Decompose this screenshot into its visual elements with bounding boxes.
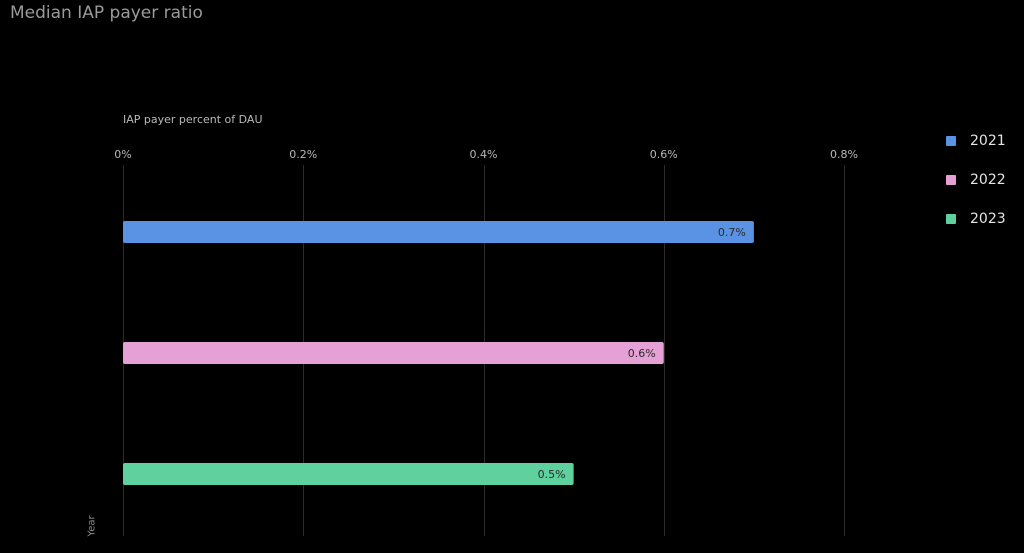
legend-swatch-2021 xyxy=(946,135,956,146)
legend-item-2021[interactable]: 2021 xyxy=(946,121,1006,160)
bar-2023[interactable] xyxy=(123,463,574,485)
legend-label-2021: 2021 xyxy=(970,132,1006,149)
x-axis-ticks: 0% 0.2% 0.4% 0.6% 0.8% xyxy=(114,148,858,161)
bars xyxy=(123,221,754,485)
legend-item-2022[interactable]: 2022 xyxy=(946,160,1006,199)
legend-label-2022: 2022 xyxy=(970,171,1006,188)
legend-swatch-2022 xyxy=(946,174,956,185)
data-labels: 0.7% 0.6% 0.5% xyxy=(538,226,746,481)
legend-item-2023[interactable]: 2023 xyxy=(946,199,1006,238)
legend-label-2023: 2023 xyxy=(970,210,1006,227)
x-tick-label: 0.8% xyxy=(830,148,858,161)
x-tick-label: 0.4% xyxy=(470,148,498,161)
data-label-2021: 0.7% xyxy=(718,226,746,239)
data-label-2022: 0.6% xyxy=(628,347,656,360)
x-axis-title: IAP payer percent of DAU xyxy=(123,113,263,126)
x-tick-label: 0% xyxy=(114,148,131,161)
x-tick-label: 0.6% xyxy=(650,148,678,161)
legend-swatch-2023 xyxy=(946,213,956,224)
bar-2022[interactable] xyxy=(123,342,664,364)
bar-2021[interactable] xyxy=(123,221,754,243)
data-label-2023: 0.5% xyxy=(538,468,566,481)
chart-title: Median IAP payer ratio xyxy=(10,3,203,23)
x-tick-label: 0.2% xyxy=(289,148,317,161)
legend: 2021 2022 2023 xyxy=(946,121,1006,238)
